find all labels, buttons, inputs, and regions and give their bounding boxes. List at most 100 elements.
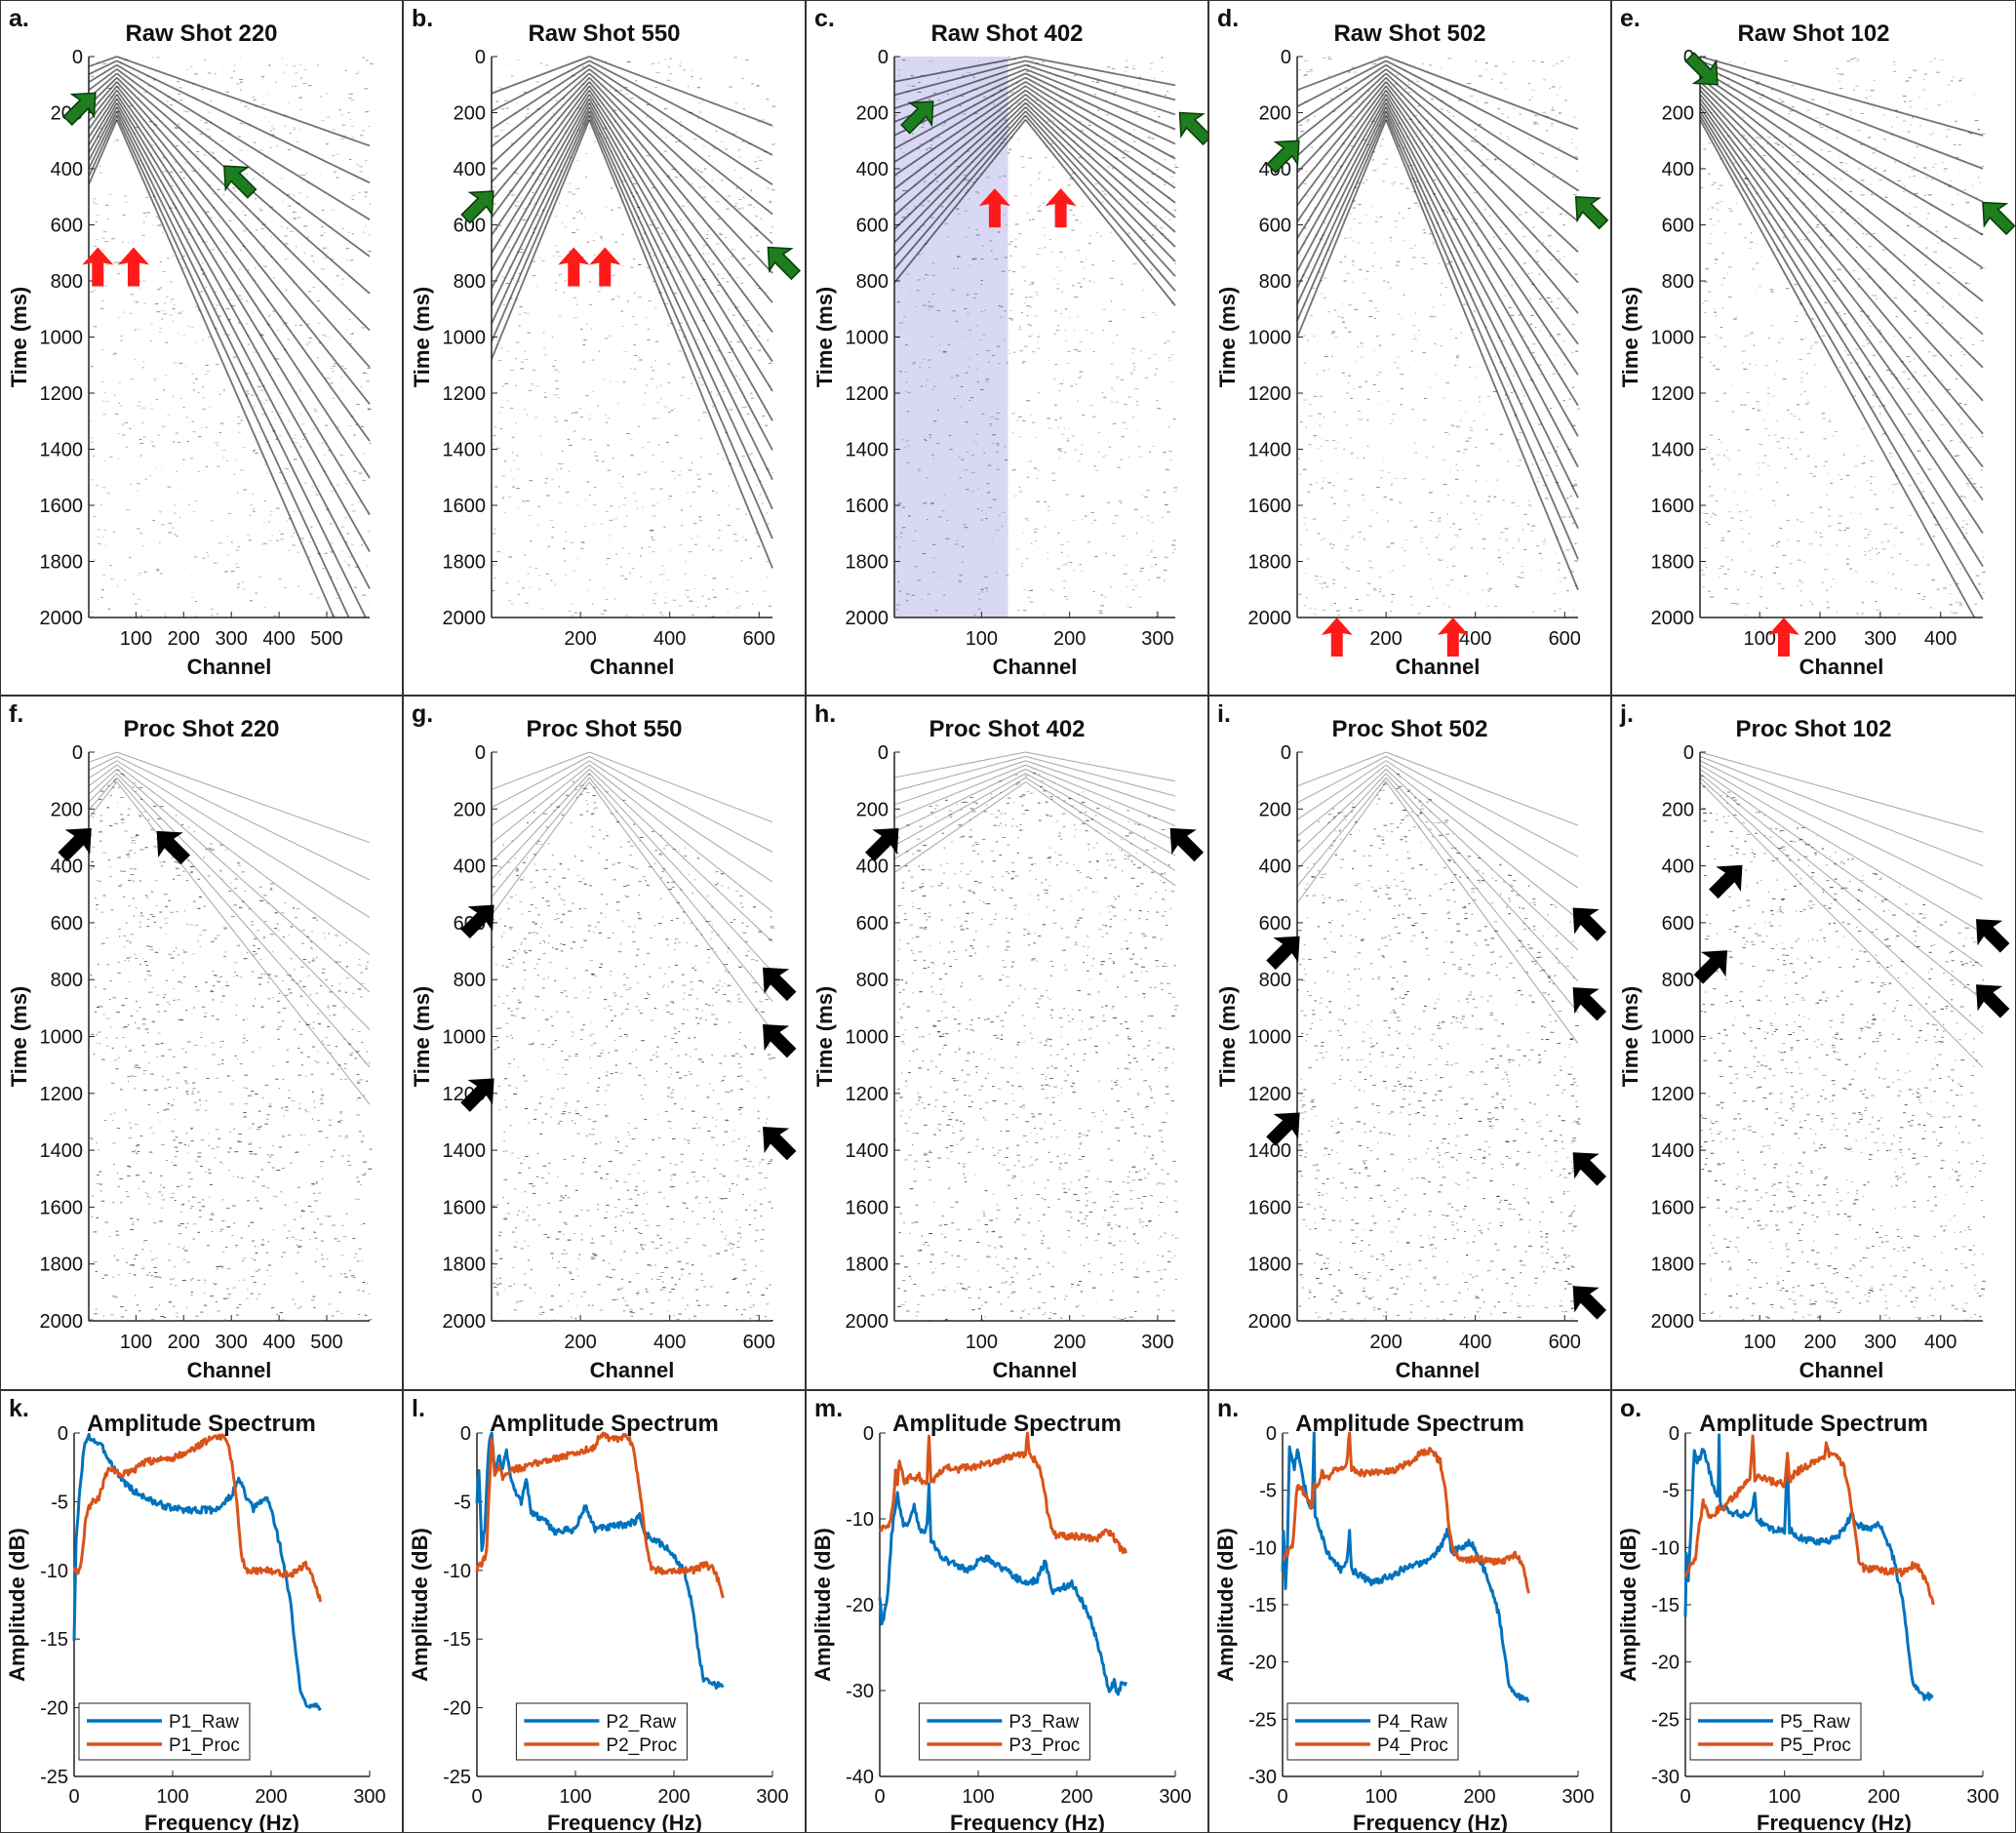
- y-tick-label: 400: [454, 857, 486, 878]
- black-arrow-icon: [1976, 984, 2010, 1018]
- black-arrow-icon: [1572, 987, 1607, 1021]
- panel-label: d.: [1217, 5, 1240, 32]
- black-arrow-icon: [1693, 950, 1728, 984]
- y-tick-label: 0: [1683, 742, 1694, 764]
- y-tick-label: 1400: [40, 1140, 84, 1162]
- y-axis-label: Amplitude (dB): [5, 1528, 29, 1682]
- x-axis-label: Channel: [1396, 1358, 1481, 1382]
- black-arrow-icon: [763, 967, 797, 1002]
- y-tick-label: 1800: [1248, 1255, 1292, 1276]
- x-axis-label: Frequency (Hz): [144, 1811, 299, 1833]
- y-tick-label: 1600: [1248, 496, 1292, 517]
- y-tick-label: 2000: [1651, 1311, 1695, 1333]
- y-tick-label: 600: [1259, 913, 1291, 935]
- panel-title: Amplitude Spectrum: [1295, 1411, 1524, 1437]
- panel-title: Raw Shot 550: [528, 20, 681, 47]
- spectrum-chart: -40 -30 -20 -10 0 0 100 200 300 Frequency (Hz) Amp…: [810, 1423, 1192, 1832]
- black-arrow-icon: [460, 1078, 494, 1112]
- series-line-p4-proc: [1282, 1431, 1530, 1594]
- y-tick-label: 2000: [40, 608, 84, 629]
- x-axis-label: Channel: [187, 655, 272, 679]
- x-tick-label: 0: [68, 1786, 79, 1808]
- x-tick-label: 200: [1463, 1786, 1495, 1808]
- x-tick-label: 400: [1924, 628, 1957, 650]
- black-arrow-icon: [156, 830, 190, 865]
- y-tick-label: 2000: [443, 1311, 487, 1333]
- seismic-panel: f. Proc Shot 220 0 200 400 600 800 1000 1200 1400…: [0, 696, 403, 1390]
- series-line-p5-proc: [1683, 1434, 1935, 1606]
- panel-title: Proc Shot 402: [929, 716, 1086, 742]
- highlight-region: [894, 57, 1008, 618]
- black-arrow-icon: [58, 827, 92, 862]
- y-tick-label: 200: [856, 103, 889, 125]
- y-tick-label: 600: [454, 216, 486, 237]
- y-tick-label: 1800: [846, 1255, 889, 1276]
- series-line-p3-proc: [878, 1431, 1127, 1555]
- x-axis-label: Frequency (Hz): [1353, 1811, 1508, 1833]
- y-tick-label: -5: [1259, 1481, 1277, 1502]
- y-tick-label: 1400: [1651, 440, 1695, 461]
- y-tick-label: 200: [1662, 103, 1694, 125]
- x-tick-label: 300: [1561, 1786, 1594, 1808]
- x-tick-label: 0: [1680, 1786, 1690, 1808]
- y-axis-label: Time (ms): [7, 287, 31, 388]
- y-tick-label: 1200: [1651, 383, 1695, 405]
- y-tick-label: 0: [58, 1423, 68, 1445]
- legend-label: P2_Proc: [606, 1735, 677, 1756]
- y-tick-label: 400: [51, 857, 83, 878]
- panel-title: Amplitude Spectrum: [892, 1411, 1122, 1437]
- seismic-traces: [1296, 56, 1581, 618]
- y-tick-label: 800: [1259, 271, 1291, 293]
- y-tick-label: -15: [40, 1629, 68, 1651]
- green-arrow-icon: [1982, 201, 2015, 236]
- y-tick-label: 2000: [443, 608, 487, 629]
- y-tick-label: 800: [1662, 271, 1694, 293]
- x-tick-label: 300: [1864, 1332, 1896, 1353]
- seismic-panel: e.Raw Shot 10202004006008001000120014001…: [1611, 0, 2016, 696]
- series-line-p3-raw: [878, 1482, 1127, 1696]
- y-tick-label: 400: [856, 159, 889, 180]
- black-arrow-icon: [865, 827, 899, 862]
- green-arrow-icon: [223, 165, 257, 199]
- x-tick-label: 300: [216, 1332, 248, 1353]
- legend-label: P2_Raw: [606, 1712, 676, 1733]
- seismic-traces: [491, 751, 776, 1322]
- x-tick-label: 400: [1924, 1332, 1957, 1353]
- panel-label: f.: [9, 700, 24, 728]
- y-tick-label: 600: [51, 913, 83, 935]
- black-arrow-icon: [763, 1126, 797, 1161]
- seismic-panel: h. Proc Shot 402 0 200 400 600 800 1000 1200 1400…: [806, 696, 1208, 1390]
- y-tick-label: 200: [51, 799, 83, 820]
- x-tick-label: 200: [564, 628, 596, 650]
- y-tick-label: 800: [51, 271, 83, 293]
- y-tick-label: -20: [846, 1595, 874, 1616]
- y-tick-label: 1600: [846, 1197, 889, 1218]
- red-arrow-icon: [82, 247, 114, 287]
- y-tick-label: 1400: [1651, 1140, 1695, 1162]
- y-axis-label: Amplitude (dB): [1213, 1528, 1238, 1682]
- y-tick-label: 1800: [846, 552, 889, 574]
- seismic-plot: 0200400600800100012001400160018002000100…: [1618, 47, 2015, 679]
- y-tick-label: 1400: [846, 440, 889, 461]
- y-tick-label: 2000: [40, 1311, 84, 1333]
- legend-label: P5_Proc: [1780, 1735, 1851, 1756]
- y-tick-label: 1600: [40, 1197, 84, 1218]
- y-tick-label: 400: [856, 857, 889, 878]
- panel-label: j.: [1620, 700, 1634, 728]
- y-tick-label: 2000: [846, 1311, 889, 1333]
- x-tick-label: 200: [168, 1332, 200, 1353]
- black-arrow-icon: [1169, 827, 1205, 862]
- y-tick-label: 1000: [1248, 1027, 1292, 1049]
- black-arrow-icon: [763, 1024, 797, 1058]
- y-axis-label: Time (ms): [1215, 287, 1240, 388]
- y-tick-label: 0: [475, 742, 486, 764]
- y-tick-label: -10: [443, 1561, 471, 1582]
- y-tick-label: 1600: [443, 1197, 487, 1218]
- y-axis-label: Time (ms): [7, 986, 31, 1088]
- y-tick-label: 1800: [40, 1255, 84, 1276]
- spectrum-chart: -30 -25 -20 -15 -10 -5 0 0 100 200 300 Frequency (H…: [1213, 1423, 1595, 1833]
- y-tick-label: 200: [1259, 799, 1291, 820]
- y-tick-label: 1400: [846, 1140, 889, 1162]
- x-tick-label: 100: [559, 1786, 591, 1808]
